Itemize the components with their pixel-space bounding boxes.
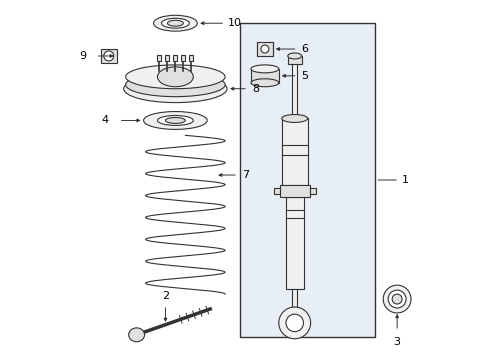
Text: 1: 1 xyxy=(401,175,408,185)
Ellipse shape xyxy=(125,65,224,89)
Bar xyxy=(273,188,279,194)
Ellipse shape xyxy=(157,116,193,125)
Ellipse shape xyxy=(165,117,185,123)
Text: 4: 4 xyxy=(102,116,108,126)
Bar xyxy=(250,69,278,83)
Ellipse shape xyxy=(125,73,224,96)
Bar xyxy=(279,185,309,197)
Bar xyxy=(173,55,177,61)
Ellipse shape xyxy=(157,67,193,87)
Text: 3: 3 xyxy=(393,337,400,347)
Text: 2: 2 xyxy=(162,291,169,301)
Text: 6: 6 xyxy=(301,44,308,54)
Ellipse shape xyxy=(123,75,226,103)
Text: 7: 7 xyxy=(242,170,248,180)
Ellipse shape xyxy=(278,307,310,339)
Ellipse shape xyxy=(143,112,207,129)
Ellipse shape xyxy=(103,51,114,61)
Bar xyxy=(309,188,315,194)
Ellipse shape xyxy=(391,294,401,304)
Ellipse shape xyxy=(261,45,268,53)
Ellipse shape xyxy=(285,314,303,332)
Bar xyxy=(157,55,161,61)
Text: 9: 9 xyxy=(79,51,86,61)
Ellipse shape xyxy=(161,18,189,28)
Bar xyxy=(240,23,374,337)
Ellipse shape xyxy=(281,114,307,122)
Bar xyxy=(256,42,272,56)
Bar xyxy=(287,56,301,64)
Ellipse shape xyxy=(287,53,301,59)
Text: 8: 8 xyxy=(251,84,259,94)
Ellipse shape xyxy=(250,65,278,73)
Ellipse shape xyxy=(153,15,197,31)
Bar xyxy=(181,55,185,61)
Bar xyxy=(285,197,303,289)
Bar xyxy=(189,55,193,61)
Bar xyxy=(292,289,297,307)
Ellipse shape xyxy=(387,290,405,308)
Ellipse shape xyxy=(167,20,183,26)
Text: 10: 10 xyxy=(227,18,242,28)
Ellipse shape xyxy=(250,79,278,87)
Bar xyxy=(281,118,307,185)
Bar xyxy=(292,56,297,118)
Ellipse shape xyxy=(383,285,410,313)
Bar xyxy=(101,49,117,63)
Bar xyxy=(165,55,169,61)
Ellipse shape xyxy=(128,328,144,342)
Text: 5: 5 xyxy=(301,71,308,81)
